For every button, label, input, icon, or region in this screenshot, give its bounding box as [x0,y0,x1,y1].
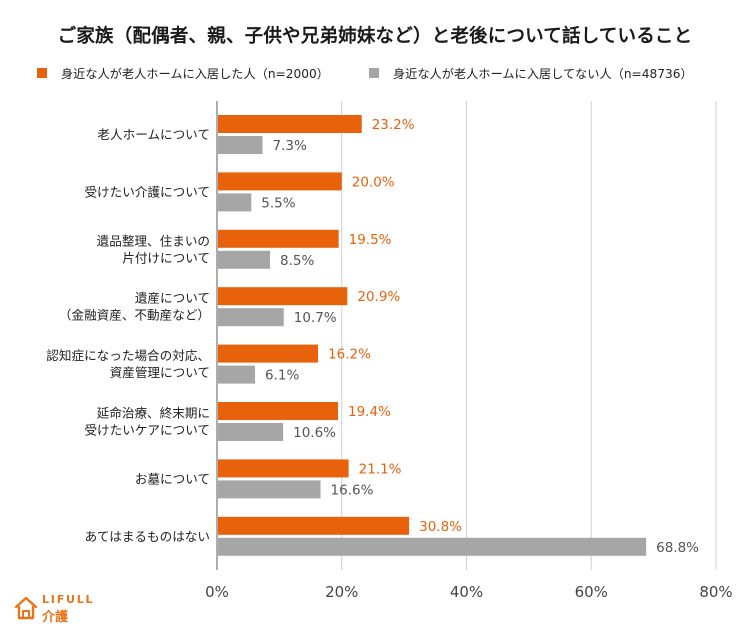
bar-orange [218,287,348,306]
value-label-orange: 23.2% [372,117,415,133]
value-label-orange: 19.5% [349,232,392,248]
value-label-gray: 16.6% [331,482,374,498]
value-label-gray: 5.5% [261,195,295,211]
value-label-gray: 8.5% [280,253,314,269]
bar-orange [218,516,410,535]
bar-gray [218,136,263,154]
legend-label-gray: 身近な人が老人ホームに入居してない人（n=48736） [393,67,693,81]
value-label-gray: 6.1% [265,368,299,384]
bar-orange [218,402,339,420]
value-label-gray: 10.7% [294,310,337,326]
category-label: 延命治療、終末期に [97,406,210,421]
bar-gray [218,250,271,269]
category-label: 片付けについて [122,250,210,265]
logo-sub: 介護 [42,610,69,625]
category-label: 遺産について [135,291,210,306]
x-tick-label: 20% [325,583,358,601]
value-label-gray: 7.3% [273,138,307,154]
bar-gray [218,308,284,327]
category-label: 受けたい介護について [84,184,210,199]
legend-item-gray: 身近な人が老人ホームに入居してない人（n=48736） [369,64,693,82]
category-label: 遺品整理、住まいの [97,233,210,248]
category-label: お墓について [135,471,210,486]
category-label: あてはまるものはない [85,529,210,544]
chart-title: ご家族（配偶者、親、子供や兄弟姉妹など）と老後について話していること [57,26,693,47]
x-tick-label: 80% [699,583,732,601]
category-label: 資産管理について [110,365,210,380]
category-label: （金融資産、不動産など） [59,308,210,323]
bar-orange [218,459,349,478]
house-logo-icon [14,596,38,620]
value-label-orange: 16.2% [328,347,371,363]
x-tick-label: 0% [205,583,229,601]
bar-orange [218,172,342,191]
legend-swatch-gray [369,68,379,78]
category-label: 老人ホームについて [97,127,210,142]
category-label: 受けたいケアについて [84,423,210,438]
category-label: 認知症になった場合の対応、 [46,348,210,363]
legend: 身近な人が老人ホームに入居した人（n=2000） 身近な人が老人ホームに入居して… [0,64,750,82]
value-label-orange: 19.4% [348,404,391,420]
bar-gray [218,480,321,499]
bar-orange [218,344,319,363]
lifull-logo: LIFULL 介護 [14,593,114,625]
value-label-orange: 30.8% [419,519,462,535]
value-label-gray: 68.8% [656,540,699,556]
legend-label-orange: 身近な人が老人ホームに入居した人（n=2000） [61,67,329,81]
bar-gray [218,365,256,384]
bar-gray [218,423,284,441]
bar-orange [218,229,339,248]
bar-gray [218,193,252,212]
legend-swatch-orange [37,68,47,78]
x-tick-label: 40% [450,583,483,601]
value-label-orange: 21.1% [359,461,402,477]
legend-item-orange: 身近な人が老人ホームに入居した人（n=2000） [37,64,329,82]
logo-word: LIFULL [42,593,95,606]
bar-gray [218,537,647,556]
value-label-orange: 20.0% [352,174,395,190]
value-label-gray: 10.6% [293,425,336,441]
value-label-orange: 20.9% [357,289,400,305]
x-tick-label: 60% [575,583,608,601]
bar-orange [218,115,362,133]
